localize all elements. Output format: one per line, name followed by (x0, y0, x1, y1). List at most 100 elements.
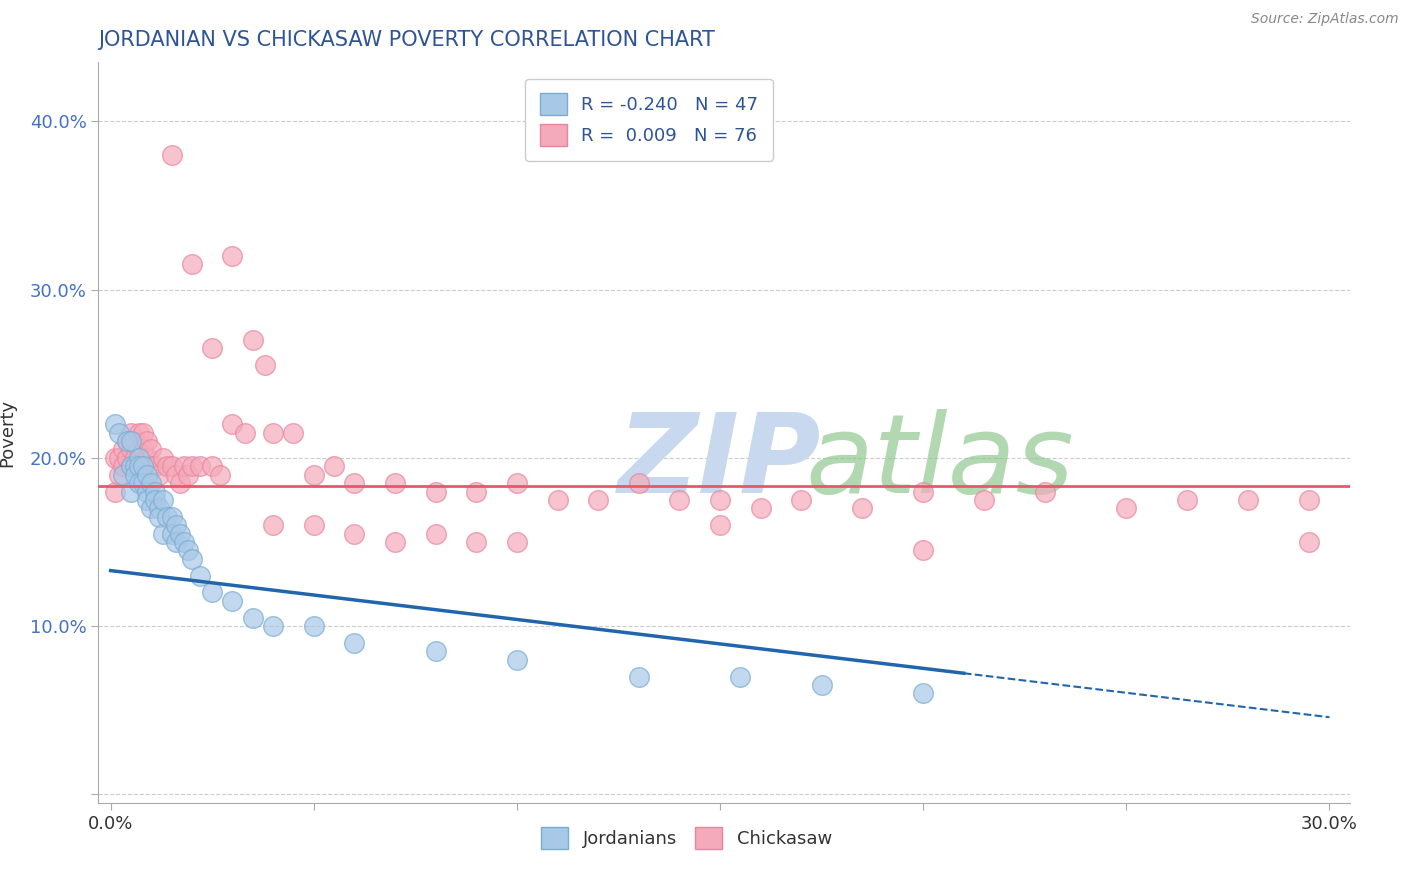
Point (111, 467, 134, 482)
Point (465, 535, 488, 549)
Point (104, 450, 127, 465)
Point (120, 459, 142, 474)
Point (302, 518, 325, 533)
Point (242, 610, 264, 624)
Point (425, 484, 447, 499)
Point (160, 526, 183, 541)
Point (709, 518, 731, 533)
Point (384, 476, 406, 491)
Point (790, 492, 813, 507)
Point (912, 686, 935, 700)
Point (115, 434, 138, 448)
Point (120, 442, 142, 457)
Point (115, 450, 138, 465)
Point (152, 450, 174, 465)
Point (152, 492, 174, 507)
Point (506, 535, 529, 549)
Point (128, 476, 150, 491)
Point (165, 467, 187, 482)
Point (1033, 484, 1056, 499)
Point (201, 585, 224, 599)
Point (465, 484, 488, 499)
Point (343, 636, 366, 650)
Point (242, 333, 264, 347)
Point (262, 619, 284, 633)
Point (136, 434, 159, 448)
Point (124, 467, 146, 482)
Point (136, 450, 159, 465)
Point (1237, 492, 1260, 507)
Point (124, 459, 146, 474)
Point (173, 459, 195, 474)
Point (104, 417, 127, 432)
Point (143, 492, 166, 507)
Point (384, 535, 406, 549)
Point (188, 568, 211, 582)
Point (165, 518, 187, 533)
Point (141, 459, 163, 474)
Point (169, 526, 191, 541)
Point (221, 417, 243, 432)
Point (180, 551, 202, 566)
Point (1115, 501, 1137, 516)
Point (302, 619, 325, 633)
Point (128, 425, 150, 440)
Point (156, 459, 179, 474)
Point (201, 342, 224, 356)
Point (201, 459, 224, 474)
Point (148, 509, 170, 524)
Point (141, 476, 163, 491)
Point (115, 434, 138, 448)
Point (132, 442, 155, 457)
Point (810, 678, 832, 692)
Legend: Jordanians, Chickasaw: Jordanians, Chickasaw (534, 821, 839, 856)
Point (128, 450, 150, 465)
Point (128, 442, 150, 457)
Point (188, 459, 211, 474)
Point (547, 492, 569, 507)
Point (709, 492, 731, 507)
Point (141, 442, 163, 457)
Point (262, 425, 284, 440)
Point (143, 459, 166, 474)
Point (1298, 535, 1320, 549)
Point (221, 594, 243, 608)
Point (627, 476, 650, 491)
Text: Source: ZipAtlas.com: Source: ZipAtlas.com (1251, 12, 1399, 26)
Point (143, 484, 166, 499)
Point (668, 492, 690, 507)
Point (180, 459, 202, 474)
Point (169, 476, 191, 491)
Point (506, 476, 529, 491)
Point (128, 459, 150, 474)
Point (148, 501, 170, 516)
Point (425, 526, 447, 541)
Point (173, 535, 195, 549)
Point (343, 476, 366, 491)
Point (160, 148, 183, 162)
Point (233, 425, 256, 440)
Point (1298, 492, 1320, 507)
Point (141, 501, 163, 516)
Point (283, 425, 305, 440)
Point (973, 492, 995, 507)
Point (343, 526, 366, 541)
Point (177, 543, 200, 558)
Point (136, 467, 159, 482)
Point (124, 434, 146, 448)
Point (152, 526, 174, 541)
Point (132, 459, 155, 474)
Point (132, 425, 155, 440)
Point (111, 459, 134, 474)
Point (107, 425, 129, 440)
Point (177, 467, 200, 482)
Text: atlas: atlas (806, 409, 1074, 516)
Point (104, 484, 127, 499)
Point (253, 359, 276, 373)
Point (120, 484, 142, 499)
Point (160, 459, 183, 474)
Point (107, 467, 129, 482)
Point (749, 501, 772, 516)
Point (262, 518, 284, 533)
Point (425, 644, 447, 658)
